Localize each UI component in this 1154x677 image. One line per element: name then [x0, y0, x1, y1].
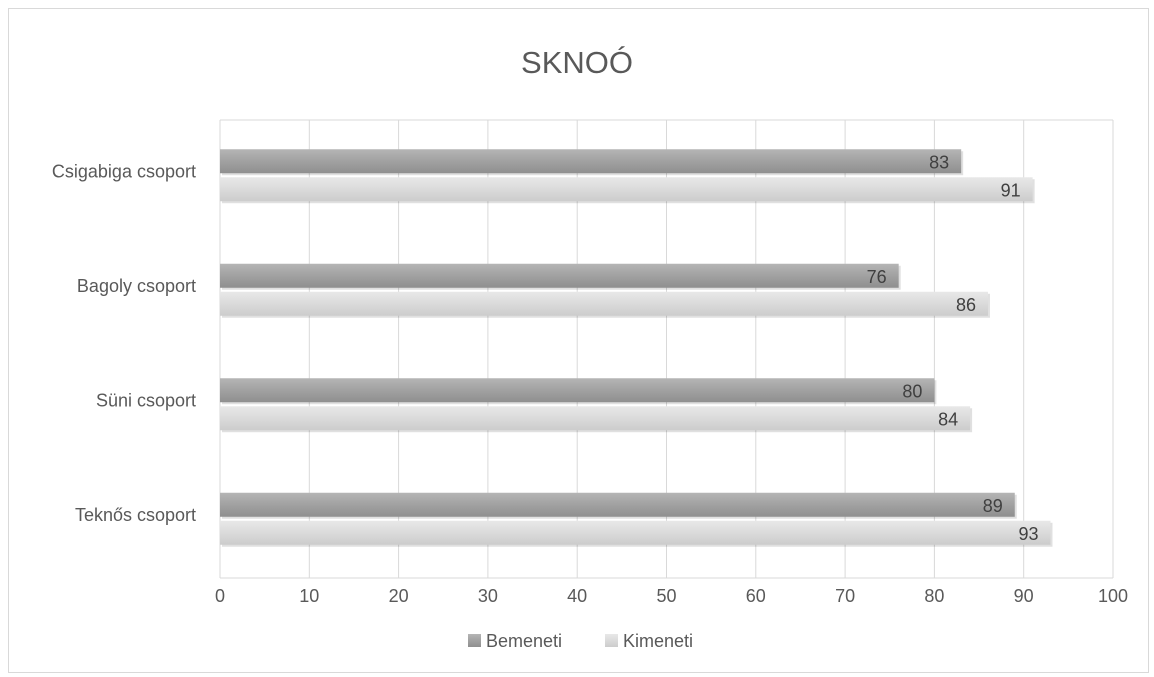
- category-label: Teknős csoport: [75, 505, 196, 525]
- bar-bemeneti: [220, 492, 1015, 517]
- x-tick-label: 30: [478, 586, 498, 606]
- legend-label: Kimeneti: [623, 631, 693, 651]
- x-tick-label: 50: [656, 586, 676, 606]
- data-label: 76: [867, 267, 887, 287]
- chart-frame: [8, 8, 1149, 673]
- x-tick-label: 10: [299, 586, 319, 606]
- bar-kimeneti: [220, 177, 1033, 202]
- category-label: Bagoly csoport: [77, 276, 196, 296]
- x-tick-label: 80: [924, 586, 944, 606]
- data-label: 93: [1018, 524, 1038, 544]
- data-label: 83: [929, 152, 949, 172]
- bar-bemeneti: [220, 263, 899, 288]
- data-label: 86: [956, 295, 976, 315]
- category-label: Csigabiga csoport: [52, 161, 196, 181]
- data-label: 91: [1001, 180, 1021, 200]
- bar-bemeneti: [220, 378, 935, 403]
- chart-title: SKNOÓ: [521, 45, 633, 80]
- x-tick-label: 90: [1014, 586, 1034, 606]
- data-label: 89: [983, 496, 1003, 516]
- bar-bemeneti: [220, 149, 962, 174]
- data-label: 80: [902, 381, 922, 401]
- x-tick-label: 70: [835, 586, 855, 606]
- x-tick-label: 40: [567, 586, 587, 606]
- bar-kimeneti: [220, 406, 971, 431]
- legend-swatch-bemeneti: [468, 634, 481, 647]
- x-tick-label: 20: [389, 586, 409, 606]
- x-tick-label: 100: [1098, 586, 1128, 606]
- category-label: Süni csoport: [96, 390, 196, 410]
- legend-swatch-kimeneti: [605, 634, 618, 647]
- x-tick-label: 60: [746, 586, 766, 606]
- x-tick-label: 0: [215, 586, 225, 606]
- bar-kimeneti: [220, 291, 988, 316]
- bar-kimeneti: [220, 520, 1051, 545]
- data-label: 84: [938, 409, 958, 429]
- legend-label: Bemeneti: [486, 631, 562, 651]
